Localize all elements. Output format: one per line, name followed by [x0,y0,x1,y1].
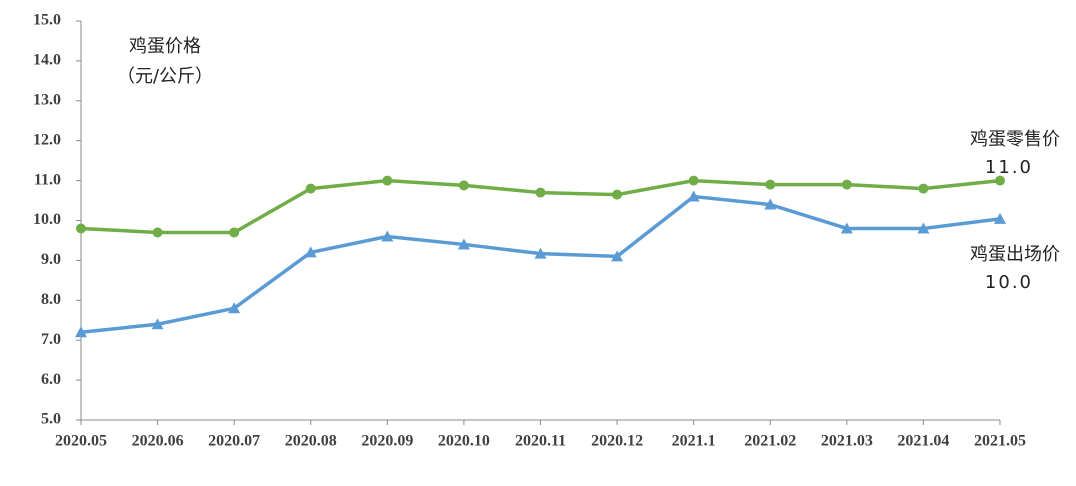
marker [687,190,700,202]
marker [534,247,547,259]
marker [457,238,470,250]
y-tick-label: 8.0 [41,291,61,308]
x-tick-label: 2020.07 [208,433,260,450]
marker [918,183,929,194]
x-tick-label: 2020.05 [55,433,107,450]
marker [841,179,852,190]
marker [611,250,624,262]
marker [612,189,623,200]
marker [688,175,699,186]
y-tick-label: 7.0 [41,331,61,348]
marker [458,180,469,191]
y-axis-title: 鸡蛋价格 [129,36,201,57]
marker [840,222,853,234]
marker [304,246,317,258]
value-label: 11.0 [985,157,1033,178]
x-tick-label: 2021.1 [672,433,716,450]
y-tick-label: 13.0 [33,91,61,108]
marker [381,230,394,242]
x-tick-label: 2020.06 [132,433,184,450]
x-tick-label: 2020.09 [361,433,413,450]
marker [535,187,546,198]
x-tick-label: 2020.12 [591,433,643,450]
marker [382,175,393,186]
y-tick-label: 10.0 [33,211,61,228]
y-tick-label: 5.0 [41,411,61,428]
marker [994,212,1006,224]
x-tick-label: 2021.05 [974,433,1026,450]
value-label: 10.0 [985,272,1033,293]
marker [228,302,241,314]
y-tick-label: 12.0 [33,131,61,148]
x-tick-label: 2021.02 [744,433,796,450]
x-tick-label: 2020.10 [438,433,490,450]
marker [995,175,1005,186]
marker [75,326,87,338]
marker [765,179,776,190]
y-tick-label: 15.0 [33,12,61,29]
marker [305,183,316,194]
y-tick-label: 14.0 [33,52,61,69]
legend-label: 鸡蛋出场价 [970,244,1060,265]
series-line [80,194,1001,334]
y-tick-label: 9.0 [41,251,61,268]
x-tick-label: 2021.03 [821,433,873,450]
y-tick-label: 11.0 [34,171,61,188]
marker [917,222,930,234]
marker [764,198,777,210]
legend-label: 鸡蛋零售价 [970,129,1060,150]
y-axis-unit: （元/公斤） [117,66,213,87]
marker [151,318,164,330]
marker [152,227,163,238]
marker [229,227,240,238]
x-tick-label: 2020.11 [515,433,566,450]
y-tick-label: 6.0 [41,371,61,388]
marker [76,223,86,234]
x-tick-label: 2020.08 [285,433,337,450]
x-tick-label: 2021.04 [897,433,949,450]
